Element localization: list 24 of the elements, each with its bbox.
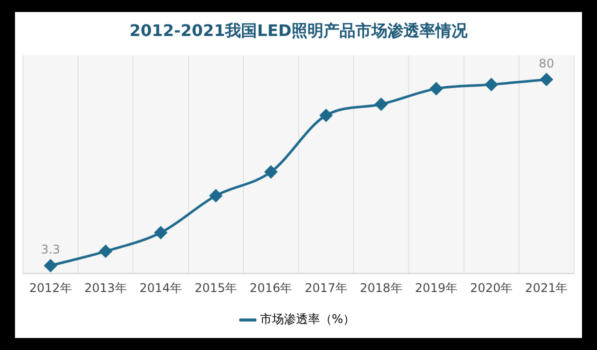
x-tick-label: 2017年 bbox=[304, 280, 348, 295]
point bbox=[210, 189, 222, 202]
chart-title: 2012-2021我国LED照明产品市场渗透率情况 bbox=[129, 20, 469, 40]
x-tick-label: 2021年 bbox=[525, 280, 568, 295]
x-tick-label: 2019年 bbox=[414, 280, 458, 295]
point bbox=[264, 166, 278, 178]
point bbox=[99, 245, 112, 258]
point bbox=[540, 73, 553, 86]
x-tick-label: 2020年 bbox=[470, 280, 513, 295]
point bbox=[154, 226, 167, 239]
point bbox=[374, 98, 388, 110]
x-tick-label: 2013年 bbox=[84, 280, 127, 295]
x-tick-label: 2012年 bbox=[29, 280, 72, 295]
legend-label: 市场渗透率（%） bbox=[260, 312, 356, 326]
point bbox=[485, 78, 498, 91]
data-label: 3.3 bbox=[41, 242, 60, 257]
point bbox=[430, 82, 442, 95]
x-tick-label: 2016年 bbox=[250, 280, 292, 295]
point bbox=[320, 109, 332, 122]
x-tick-label: 2015年 bbox=[194, 280, 238, 295]
data-label: 80 bbox=[538, 56, 554, 71]
x-tick-label: 2018年 bbox=[360, 280, 402, 295]
x-tick-label: 2014年 bbox=[139, 280, 182, 295]
point bbox=[44, 259, 57, 272]
